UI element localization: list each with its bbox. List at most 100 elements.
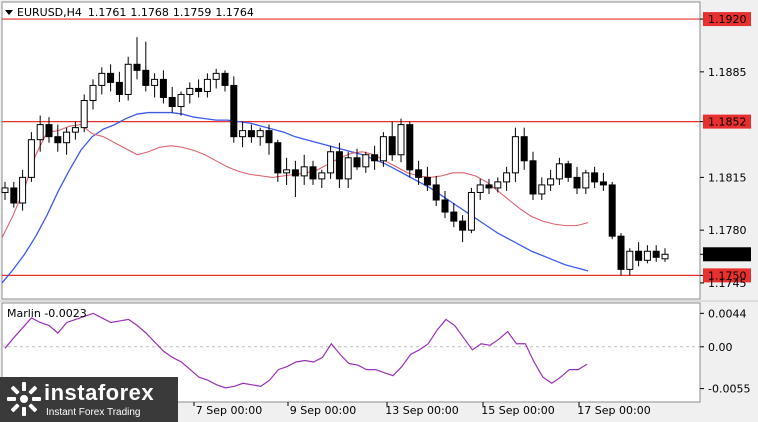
logo-tagline: Instant Forex Trading <box>46 407 141 418</box>
candle-body <box>36 124 44 141</box>
candle-body <box>379 136 387 162</box>
candle-body <box>397 124 405 156</box>
candle-body <box>45 124 53 138</box>
price-chart <box>1 18 700 284</box>
price-panel[interactable] <box>1 1 701 300</box>
candle-body <box>107 72 115 83</box>
candle-body <box>177 93 185 108</box>
candle-body <box>168 96 176 108</box>
candle-body <box>371 154 379 162</box>
candle-body <box>555 163 563 180</box>
candle-body <box>212 72 220 80</box>
candle-body <box>573 176 581 189</box>
candle-body <box>221 72 229 86</box>
indicator-tick-label: 0.00 <box>708 341 733 354</box>
instaforex-star-icon <box>7 382 41 416</box>
instaforex-logo: instaforex Instant Forex Trading <box>0 377 178 422</box>
level-price-tag <box>703 12 751 27</box>
symbol-title: EURUSD,H4 1.1761 1.1768 1.1759 1.1764 <box>17 6 254 19</box>
time-tick-label: 13 Sep 00:00 <box>385 404 458 417</box>
candle-body <box>467 191 475 231</box>
candle-body <box>599 181 607 186</box>
candle-body <box>608 184 616 237</box>
candle-body <box>80 99 88 129</box>
indicator-tick-label: 0.0044 <box>708 307 747 320</box>
price-tick-label: 1.1780 <box>708 224 747 237</box>
candle-body <box>203 78 211 92</box>
candle-body <box>520 136 528 162</box>
candle-body <box>626 250 634 270</box>
indicator-title: Marlin -0.0023 <box>7 307 87 320</box>
candle-body <box>362 154 370 168</box>
marlin-line <box>4 312 588 389</box>
candle-body <box>309 166 317 180</box>
candle-body <box>327 151 335 174</box>
candle-body <box>529 160 537 195</box>
price-tick-label: 1.1764 <box>708 248 747 261</box>
candle-body <box>230 84 238 138</box>
price-tick-label: 1.1885 <box>708 66 747 79</box>
candle-body <box>353 157 361 168</box>
candle-body <box>115 81 123 95</box>
candle-body <box>441 199 449 213</box>
level-price-tag <box>703 114 751 129</box>
candle-body <box>54 136 62 144</box>
price-tick-label: 1.1745 <box>708 277 747 290</box>
current-price-tag <box>703 247 751 262</box>
candle-body <box>564 163 572 178</box>
candle-body <box>652 250 660 258</box>
candle-body <box>247 130 255 138</box>
candle-body <box>318 172 326 180</box>
indicator-tick-label: -0.0055 <box>708 383 750 396</box>
marlin-chart <box>2 312 700 389</box>
candle-body <box>547 178 555 186</box>
candle-body <box>19 176 27 204</box>
candle-body <box>124 63 132 95</box>
collapse-triangle-icon[interactable] <box>5 10 13 15</box>
candle-body <box>159 78 167 98</box>
price-tick-label: 1.1852 <box>708 116 747 129</box>
candle-body <box>406 124 414 171</box>
candle-body <box>423 176 431 186</box>
candle-body <box>643 250 651 261</box>
candle-body <box>450 211 458 222</box>
candle-body <box>274 142 282 174</box>
candle-body <box>10 187 18 204</box>
candle-body <box>617 235 625 270</box>
price-tick-label: 1.1750 <box>708 269 747 282</box>
candle-body <box>300 166 308 177</box>
candle-body <box>195 87 203 92</box>
candle-body <box>133 63 141 71</box>
price-tick-label: 1.1920 <box>708 13 747 26</box>
candle-body <box>71 127 79 133</box>
axes: 1.1920 1.1885 1.1852 1.1815 1.1780 1.1764 1.17… <box>193 12 751 417</box>
candle-body <box>538 184 546 195</box>
time-tick-label: 7 Sep 00:00 <box>196 404 262 417</box>
candle-body <box>98 72 106 86</box>
level-price-tag <box>703 268 751 283</box>
candle-body <box>511 136 519 174</box>
candle-body <box>142 69 150 86</box>
candle-body <box>63 131 71 144</box>
candle-body <box>415 169 423 178</box>
candle-body <box>265 130 273 144</box>
candle-body <box>459 220 467 231</box>
candle-body <box>283 169 291 174</box>
candle-body <box>485 184 493 189</box>
candle-body <box>635 250 643 261</box>
candle-body <box>582 172 590 189</box>
candle-body <box>27 139 35 178</box>
candle-body <box>344 157 352 180</box>
candle-body <box>335 151 343 180</box>
candle-body <box>494 181 502 189</box>
candle-body <box>503 172 511 183</box>
candle-body <box>432 184 440 201</box>
candle-body <box>186 87 194 95</box>
price-tick-label: 1.1815 <box>708 171 747 184</box>
candle-body <box>256 130 264 138</box>
candle-body <box>591 172 599 183</box>
candle-body <box>89 84 97 101</box>
candle-body <box>661 253 669 260</box>
logo-name: instaforex <box>44 380 155 405</box>
